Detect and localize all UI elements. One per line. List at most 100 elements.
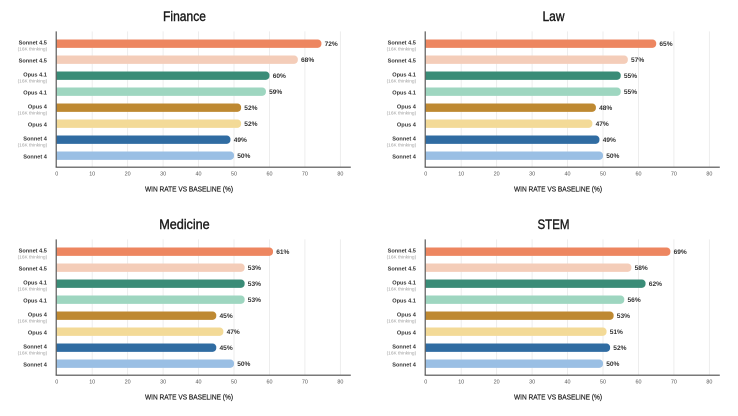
svg-text:50%: 50% bbox=[237, 361, 250, 368]
svg-text:58%: 58% bbox=[635, 265, 648, 272]
svg-text:48%: 48% bbox=[599, 105, 612, 112]
svg-text:49%: 49% bbox=[603, 137, 616, 144]
svg-text:Sonnet 4: Sonnet 4 bbox=[392, 362, 417, 368]
svg-text:72%: 72% bbox=[325, 41, 338, 48]
svg-text:(16K thinking): (16K thinking) bbox=[387, 110, 417, 116]
svg-text:80: 80 bbox=[337, 379, 343, 385]
svg-text:56%: 56% bbox=[628, 297, 641, 304]
svg-text:49%: 49% bbox=[234, 137, 247, 144]
svg-text:50%: 50% bbox=[606, 361, 619, 368]
svg-text:40: 40 bbox=[565, 171, 571, 177]
svg-text:Opus 4.1: Opus 4.1 bbox=[23, 298, 47, 304]
svg-text:Opus 4: Opus 4 bbox=[28, 313, 48, 319]
svg-text:53%: 53% bbox=[248, 297, 261, 304]
svg-text:Opus 4.1: Opus 4.1 bbox=[23, 90, 47, 96]
svg-text:Sonnet 4.5: Sonnet 4.5 bbox=[19, 41, 47, 47]
svg-text:WIN RATE VS BASELINE (%): WIN RATE VS BASELINE (%) bbox=[145, 395, 233, 402]
svg-text:10: 10 bbox=[89, 379, 95, 385]
svg-text:30: 30 bbox=[529, 171, 535, 177]
svg-text:50: 50 bbox=[231, 379, 237, 385]
svg-text:70: 70 bbox=[302, 171, 308, 177]
svg-text:WIN RATE VS BASELINE (%): WIN RATE VS BASELINE (%) bbox=[514, 395, 602, 402]
svg-text:Sonnet 4: Sonnet 4 bbox=[23, 154, 48, 160]
svg-text:60: 60 bbox=[636, 379, 642, 385]
svg-text:52%: 52% bbox=[244, 121, 257, 128]
svg-text:Sonnet 4: Sonnet 4 bbox=[23, 345, 48, 351]
svg-text:30: 30 bbox=[160, 379, 166, 385]
svg-text:70: 70 bbox=[671, 171, 677, 177]
svg-text:61%: 61% bbox=[276, 249, 289, 256]
svg-text:Sonnet 4.5: Sonnet 4.5 bbox=[388, 41, 416, 47]
svg-text:WIN RATE VS BASELINE (%): WIN RATE VS BASELINE (%) bbox=[514, 187, 602, 194]
svg-text:60: 60 bbox=[636, 171, 642, 177]
svg-text:(16K thinking): (16K thinking) bbox=[387, 142, 417, 148]
svg-text:Sonnet 4.5: Sonnet 4.5 bbox=[19, 58, 47, 64]
svg-text:47%: 47% bbox=[596, 121, 609, 128]
svg-text:Sonnet 4: Sonnet 4 bbox=[23, 362, 48, 368]
svg-text:65%: 65% bbox=[659, 41, 672, 48]
svg-text:(16K thinking): (16K thinking) bbox=[387, 78, 417, 84]
svg-text:59%: 59% bbox=[269, 89, 282, 96]
svg-text:55%: 55% bbox=[624, 73, 637, 80]
svg-text:57%: 57% bbox=[631, 57, 644, 64]
svg-text:20: 20 bbox=[125, 171, 131, 177]
svg-text:Sonnet 4.5: Sonnet 4.5 bbox=[388, 58, 416, 64]
svg-text:53%: 53% bbox=[248, 281, 261, 288]
svg-text:Sonnet 4: Sonnet 4 bbox=[23, 137, 48, 143]
svg-text:(16K thinking): (16K thinking) bbox=[18, 318, 48, 324]
svg-text:0: 0 bbox=[424, 171, 427, 177]
svg-text:Opus 4: Opus 4 bbox=[28, 122, 48, 128]
svg-text:Sonnet 4: Sonnet 4 bbox=[392, 345, 417, 351]
svg-text:(16K thinking): (16K thinking) bbox=[387, 318, 417, 324]
svg-text:50: 50 bbox=[600, 171, 606, 177]
svg-text:(16K thinking): (16K thinking) bbox=[387, 350, 417, 356]
svg-text:Sonnet 4.5: Sonnet 4.5 bbox=[19, 266, 47, 272]
svg-text:(16K thinking): (16K thinking) bbox=[18, 350, 48, 356]
svg-text:52%: 52% bbox=[613, 345, 626, 352]
svg-text:80: 80 bbox=[706, 379, 712, 385]
svg-text:Opus 4.1: Opus 4.1 bbox=[23, 281, 47, 287]
svg-text:(16K thinking): (16K thinking) bbox=[18, 110, 48, 116]
svg-text:60: 60 bbox=[267, 379, 273, 385]
svg-text:0: 0 bbox=[424, 379, 427, 385]
svg-text:47%: 47% bbox=[227, 329, 240, 336]
svg-text:20: 20 bbox=[494, 171, 500, 177]
svg-text:40: 40 bbox=[565, 379, 571, 385]
svg-text:Opus 4: Opus 4 bbox=[397, 105, 417, 111]
svg-text:60: 60 bbox=[267, 171, 273, 177]
svg-text:40: 40 bbox=[196, 171, 202, 177]
svg-text:Sonnet 4.5: Sonnet 4.5 bbox=[388, 266, 416, 272]
svg-text:(16K thinking): (16K thinking) bbox=[18, 142, 48, 148]
svg-text:62%: 62% bbox=[649, 281, 662, 288]
svg-text:80: 80 bbox=[706, 171, 712, 177]
svg-text:51%: 51% bbox=[610, 329, 623, 336]
svg-text:Opus 4.1: Opus 4.1 bbox=[23, 73, 47, 79]
svg-text:Medicine: Medicine bbox=[159, 216, 210, 232]
svg-text:10: 10 bbox=[458, 379, 464, 385]
svg-text:(16K thinking): (16K thinking) bbox=[18, 46, 48, 52]
svg-text:20: 20 bbox=[494, 379, 500, 385]
svg-text:Sonnet 4.5: Sonnet 4.5 bbox=[388, 249, 416, 255]
svg-text:Opus 4: Opus 4 bbox=[397, 330, 417, 336]
svg-text:80: 80 bbox=[337, 171, 343, 177]
svg-text:(16K thinking): (16K thinking) bbox=[387, 46, 417, 52]
svg-text:Opus 4: Opus 4 bbox=[397, 122, 417, 128]
svg-text:(16K thinking): (16K thinking) bbox=[18, 254, 48, 260]
svg-text:0: 0 bbox=[55, 379, 58, 385]
svg-text:40: 40 bbox=[196, 379, 202, 385]
svg-text:Opus 4: Opus 4 bbox=[28, 330, 48, 336]
svg-text:(16K thinking): (16K thinking) bbox=[387, 254, 417, 260]
svg-text:45%: 45% bbox=[220, 313, 233, 320]
svg-text:50: 50 bbox=[600, 379, 606, 385]
svg-text:50%: 50% bbox=[237, 153, 250, 160]
svg-text:50%: 50% bbox=[606, 153, 619, 160]
svg-text:53%: 53% bbox=[617, 313, 630, 320]
svg-text:10: 10 bbox=[89, 171, 95, 177]
svg-text:53%: 53% bbox=[248, 265, 261, 272]
svg-text:30: 30 bbox=[160, 171, 166, 177]
svg-text:Law: Law bbox=[543, 8, 566, 24]
svg-text:Opus 4.1: Opus 4.1 bbox=[392, 90, 416, 96]
svg-text:52%: 52% bbox=[244, 105, 257, 112]
svg-text:(16K thinking): (16K thinking) bbox=[387, 286, 417, 292]
svg-text:0: 0 bbox=[55, 171, 58, 177]
